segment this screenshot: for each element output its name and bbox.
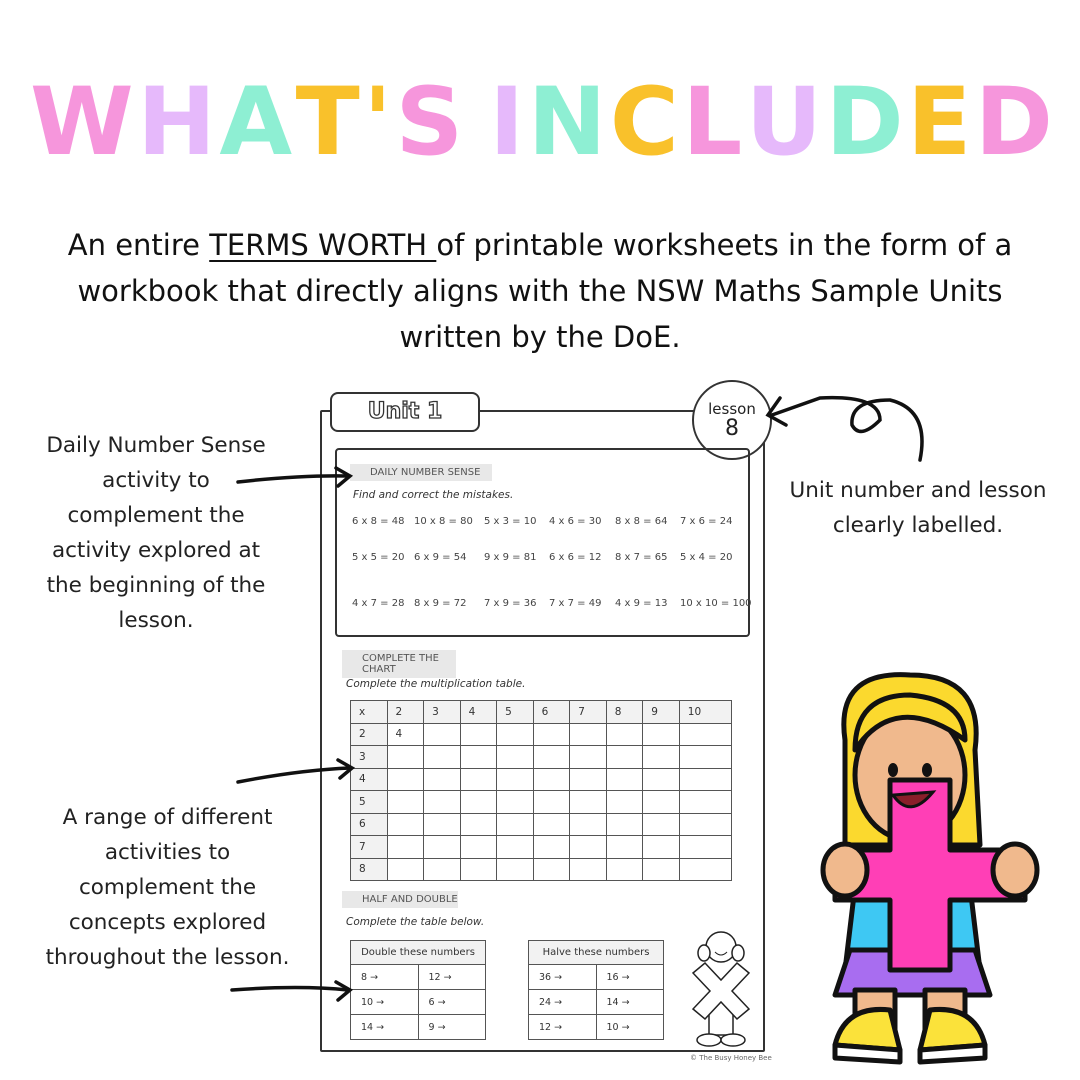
equation: 7 x 7 = 49 <box>549 598 602 609</box>
equation: 7 x 9 = 36 <box>484 598 537 609</box>
arrow-to-half-double-icon <box>230 985 350 992</box>
header-cell: 2 <box>386 700 425 724</box>
equation: 8 x 7 = 65 <box>615 552 668 563</box>
chart-instruction: Complete the multiplication table. <box>346 678 526 690</box>
prompt-cell[interactable]: 12 → <box>528 1014 597 1040</box>
title-letter: T <box>295 68 360 177</box>
subtitle: An entire TERMS WORTH of printable works… <box>60 222 1020 360</box>
title-letter: H <box>137 68 216 177</box>
title-letter: D <box>825 68 904 177</box>
half-double-label: HALF AND DOUBLE <box>342 891 458 908</box>
row-header-cell: 5 <box>350 790 388 814</box>
equation: 9 x 9 = 81 <box>484 552 537 563</box>
equation: 6 x 6 = 12 <box>549 552 602 563</box>
equation: 10 x 10 = 100 <box>680 598 752 609</box>
equation: 4 x 6 = 30 <box>549 516 602 527</box>
subtitle-emphasis: TERMS WORTH <box>209 228 437 262</box>
girl-with-plus-illustration <box>820 672 1040 1065</box>
table-row: 5 <box>350 790 733 814</box>
equation: 5 x 5 = 20 <box>352 552 405 563</box>
table-row: 7 <box>350 835 733 859</box>
title-letter: A <box>219 68 292 177</box>
table-row: 6 <box>350 812 733 836</box>
equation: 6 x 8 = 48 <box>352 516 405 527</box>
equation: 5 x 4 = 20 <box>680 552 733 563</box>
prompt-cell[interactable]: 9 → <box>417 1014 486 1040</box>
unit-label: Unit 1 <box>330 392 480 432</box>
lesson-number: 8 <box>725 416 739 441</box>
daily-number-sense-label: DAILY NUMBER SENSE <box>350 464 492 481</box>
arrow-to-daily-icon <box>236 474 350 484</box>
equation: 4 x 7 = 28 <box>352 598 405 609</box>
worksheet-kid-times-illustration <box>691 931 751 1047</box>
table-row: 8 → 12 → <box>350 964 486 990</box>
double-table: Double these numbers 8 → 12 → 10 → 6 → 14 → 9 … <box>350 940 486 1040</box>
lesson-badge: lesson 8 <box>692 380 772 460</box>
title-letter: E <box>907 68 971 177</box>
prompt-cell[interactable]: 14 → <box>350 1014 419 1040</box>
header-cell: 8 <box>605 700 644 724</box>
title-letter: C <box>609 68 679 177</box>
title-letter: N <box>527 68 607 177</box>
arrow-to-lesson-icon <box>770 395 924 462</box>
half-double-instruction: Complete the table below. <box>346 916 485 928</box>
subtitle-post: of printable worksheets in the form of a… <box>77 228 1013 354</box>
equation: 8 x 9 = 72 <box>414 598 467 609</box>
title-letter: D <box>974 68 1053 177</box>
header-cell: 6 <box>532 700 571 724</box>
subtitle-pre: An entire <box>67 228 210 262</box>
header-cell: 10 <box>678 700 733 724</box>
worksheet-page <box>320 410 765 1052</box>
header-cell: 5 <box>496 700 534 724</box>
note-range-activities: A range of different activities to compl… <box>45 805 290 970</box>
title-letter: W <box>30 68 134 177</box>
title-letter: S <box>395 68 464 177</box>
title-letter: U <box>745 68 822 177</box>
table-header-row: x 2 3 4 5 6 7 8 9 10 <box>350 700 733 724</box>
daily-instruction: Find and correct the mistakes. <box>353 489 514 501</box>
equation: 4 x 9 = 13 <box>615 598 668 609</box>
credit: © The Busy Honey Bee <box>690 1054 772 1062</box>
halve-table: Halve these numbers 36 → 16 → 24 → 14 → 12 → 1… <box>528 940 664 1040</box>
table-row: 14 → 9 → <box>350 1014 486 1040</box>
equation: 8 x 8 = 64 <box>615 516 668 527</box>
header-cell: 7 <box>569 700 607 724</box>
row-header-cell: 8 <box>350 857 388 881</box>
prompt-cell[interactable]: 14 → <box>595 989 664 1015</box>
table-title: Double these numbers <box>350 940 486 965</box>
title-letter: I <box>489 68 524 177</box>
header-cell: x <box>350 700 388 724</box>
arrow-to-chart-icon <box>236 766 352 784</box>
prompt-cell[interactable]: 10 → <box>595 1014 664 1040</box>
table-title: Halve these numbers <box>528 940 664 965</box>
note-unit-lesson: Unit number and lesson clearly labelled. <box>789 478 1047 538</box>
prompt-cell[interactable]: 16 → <box>595 964 664 990</box>
prompt-cell[interactable]: 10 → <box>350 989 419 1015</box>
answer-cell[interactable] <box>678 857 733 881</box>
multiplication-table: x 2 3 4 5 6 7 8 9 10 2 4 3 4 5 6 7 8 <box>350 700 733 881</box>
note-daily-number-sense: Daily Number Sense activity to complemen… <box>46 433 266 633</box>
equation: 5 x 3 = 10 <box>484 516 537 527</box>
arrow-head-icon <box>765 396 788 427</box>
lesson-label: lesson <box>708 400 756 418</box>
equation: 6 x 9 = 54 <box>414 552 467 563</box>
title-letter: ' <box>363 68 392 177</box>
prompt-cell[interactable]: 8 → <box>350 964 419 990</box>
complete-chart-label: COMPLETE THE CHART <box>342 650 456 678</box>
arrow-head-icon <box>336 758 356 780</box>
title-letter: L <box>682 68 742 177</box>
daily-number-sense-box <box>335 448 750 637</box>
arrow-head-icon <box>334 980 354 1002</box>
arrow-head-icon <box>334 466 354 488</box>
equation: 7 x 6 = 24 <box>680 516 733 527</box>
equation: 10 x 8 = 80 <box>414 516 473 527</box>
table-row: 8 <box>350 857 733 881</box>
table-row: 12 → 10 → <box>528 1014 664 1040</box>
